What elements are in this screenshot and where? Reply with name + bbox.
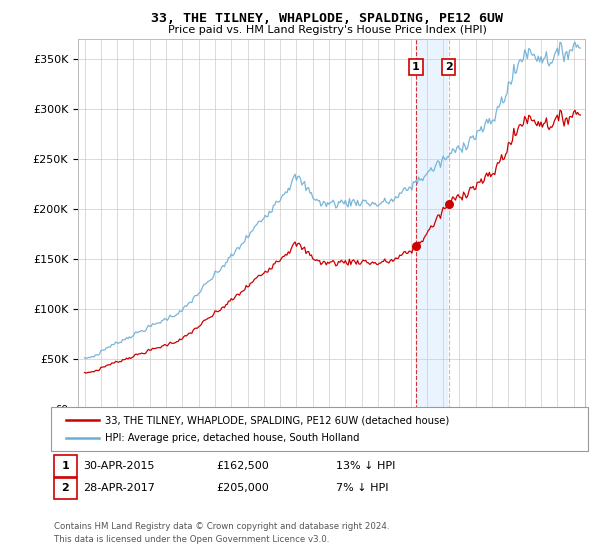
Text: 33, THE TILNEY, WHAPLODE, SPALDING, PE12 6UW (detached house): 33, THE TILNEY, WHAPLODE, SPALDING, PE12… xyxy=(105,415,449,425)
Text: This data is licensed under the Open Government Licence v3.0.: This data is licensed under the Open Gov… xyxy=(54,535,329,544)
Text: £205,000: £205,000 xyxy=(216,483,269,493)
Text: Price paid vs. HM Land Registry's House Price Index (HPI): Price paid vs. HM Land Registry's House … xyxy=(167,25,487,35)
Text: Contains HM Land Registry data © Crown copyright and database right 2024.: Contains HM Land Registry data © Crown c… xyxy=(54,522,389,531)
Text: 1: 1 xyxy=(412,62,420,72)
Text: 2: 2 xyxy=(62,483,69,493)
Point xyxy=(444,199,454,208)
Text: 30-APR-2015: 30-APR-2015 xyxy=(83,461,154,471)
Text: 2: 2 xyxy=(445,62,452,72)
Text: HPI: Average price, detached house, South Holland: HPI: Average price, detached house, Sout… xyxy=(105,433,359,443)
Text: 28-APR-2017: 28-APR-2017 xyxy=(83,483,155,493)
Text: 7% ↓ HPI: 7% ↓ HPI xyxy=(336,483,389,493)
Text: £162,500: £162,500 xyxy=(216,461,269,471)
Text: 33, THE TILNEY, WHAPLODE, SPALDING, PE12 6UW: 33, THE TILNEY, WHAPLODE, SPALDING, PE12… xyxy=(151,12,503,25)
Point xyxy=(411,242,421,251)
Text: 13% ↓ HPI: 13% ↓ HPI xyxy=(336,461,395,471)
Text: 1: 1 xyxy=(62,461,69,471)
